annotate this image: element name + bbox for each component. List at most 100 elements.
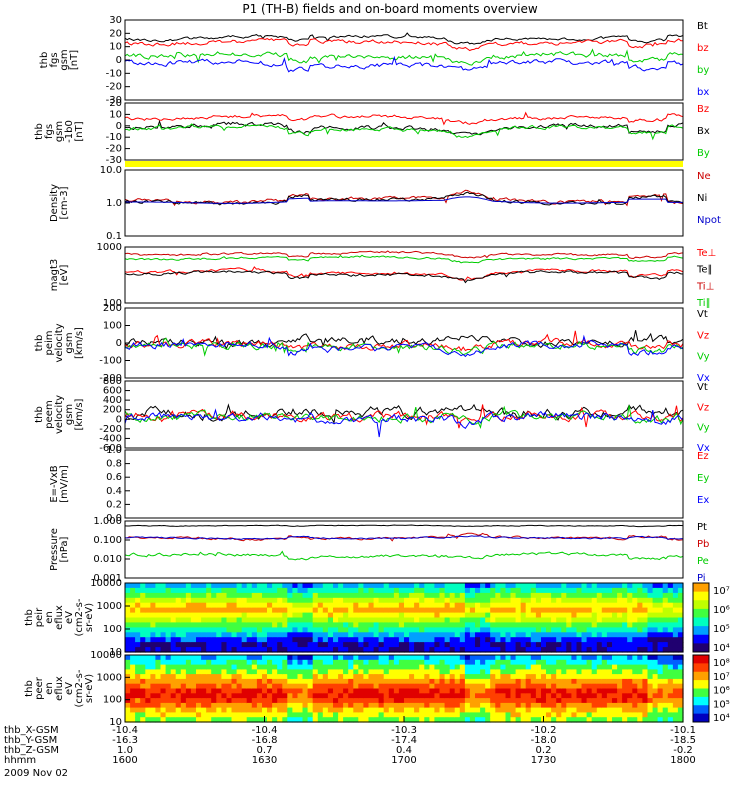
spectrogram-cell [617,642,623,648]
spectrogram-cell [185,617,192,623]
spectrogram-cell [612,617,618,623]
spectrogram-cell [292,622,299,628]
spectrogram-cell [190,617,197,623]
spectrogram-cell [241,693,248,699]
spectrogram-cell [444,602,451,609]
spectrogram-cell [363,612,370,619]
spectrogram-cell [287,642,293,648]
spectrogram-cell [617,597,623,604]
spectrogram-cell [520,664,527,670]
legend-entry: Ti⊥ [696,281,714,292]
spectrogram-cell [500,717,507,723]
spectrogram-cell [556,602,562,609]
spectrogram-cell [581,612,588,619]
spectrogram-cell [282,659,288,666]
spectrogram-cell [571,674,578,680]
spectrogram-cell [606,678,613,685]
spectrogram-cell [358,583,364,589]
spectrogram-cell [378,678,385,685]
spectrogram-cell [419,655,425,661]
spectrogram-cell [541,659,547,666]
spectrogram-cell [196,637,202,643]
spectrogram-cell [180,674,187,680]
spectrogram-cell [358,683,364,690]
spectrogram-cell [130,683,136,690]
spectrogram-cell [672,698,679,704]
spectrogram-cell [551,683,557,690]
spectrogram-cell [393,712,400,718]
spectrogram-cell [292,698,299,704]
spectrogram-cell [601,669,608,675]
spectrogram-cell [201,712,207,718]
spectrogram-cell [672,717,679,723]
spectrogram-cell [378,693,385,699]
spectrogram-cell [221,683,228,690]
spectrogram-cell [226,669,233,675]
spectrogram-cell [566,583,572,589]
spectrogram-cell [322,592,329,599]
spectrogram-cell [241,674,248,680]
legend-entry: Ti∥ [696,298,711,309]
spectrogram-cell [155,647,162,653]
spectrogram-cell [160,655,167,661]
spectrogram-cell [520,617,527,623]
spectrogram-cell [307,688,314,694]
y-tick-label: 0 [116,121,122,132]
spectrogram-cell [551,592,557,599]
x-axis-value: 0.2 [536,745,552,756]
spectrogram-cell [363,702,370,709]
spectrogram-cell [520,647,527,653]
spectrogram-cell [490,712,496,718]
spectrogram-cell [429,683,436,690]
spectrogram-cell [464,659,471,666]
spectrogram-cell [348,583,354,589]
spectrogram-cell [221,655,228,661]
spectrogram-cell [429,637,436,643]
spectrogram-cell [353,702,359,709]
spectrogram-cell [145,683,151,690]
spectrogram-cell [160,642,167,648]
spectrogram-cell [211,642,217,648]
spectrogram-cell [246,637,253,643]
spectrogram-cell [312,583,319,589]
spectrogram-cell [469,698,476,704]
spectrogram-cell [393,583,400,589]
spectrogram-cell [459,678,466,685]
spectrogram-cell [251,683,258,690]
spectrogram-cell [297,659,304,666]
spectrogram-cell [617,602,623,609]
spectrogram-cell [576,698,583,704]
spectrogram-cell [201,674,207,680]
spectrogram-cell [632,712,638,718]
spectrogram-cell [302,702,309,709]
spectrogram-cell [292,612,299,619]
spectrogram-cell [566,702,572,709]
spectrogram-cell [160,592,167,599]
spectrogram-cell [409,617,415,623]
spectrogram-cell [576,632,583,638]
spectrogram-cell [333,607,339,614]
spectrogram-cell [627,612,633,619]
spectrogram-cell [546,642,552,648]
spectrogram-cell [657,622,664,628]
spectrogram-cell [256,647,263,653]
spectrogram-cell [606,659,613,666]
spectrogram-cell [424,612,430,619]
x-axis-value: 1.0 [117,745,133,756]
spectrogram-cell [201,659,207,666]
spectrogram-cell [231,642,238,648]
y-axis-label: peem [44,400,55,428]
spectrogram-cell [383,664,390,670]
spectrogram-cell [561,617,567,623]
spectrogram-cell [262,674,268,680]
spectrogram-cell [505,617,512,623]
spectrogram-cell [515,707,522,713]
spectrogram-cell [495,587,501,594]
spectrogram-cell [388,698,395,704]
colorbar-tick-label: 10⁴ [713,713,730,724]
spectrogram-cell [439,627,446,633]
spectrogram-cell [662,637,669,643]
spectrogram-cell [343,597,349,604]
spectrogram-cell [211,602,217,609]
spectrogram-cell [383,717,390,723]
